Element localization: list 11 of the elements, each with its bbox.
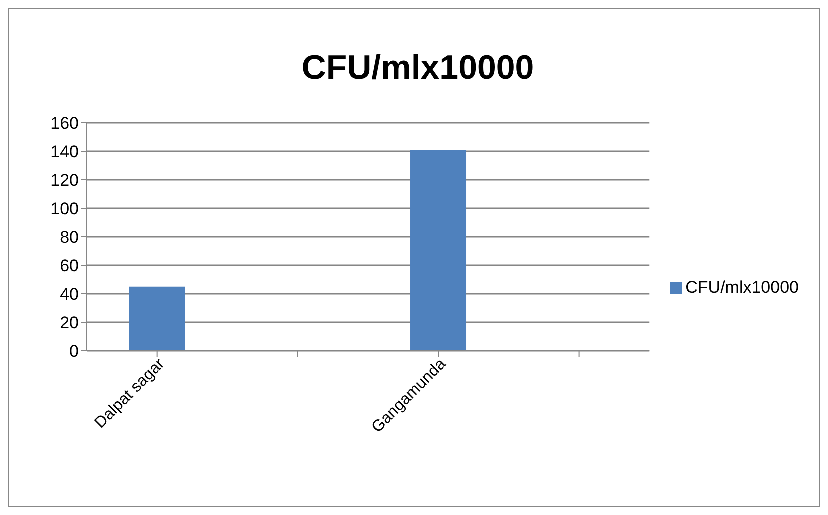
y-tick-label: 40 — [60, 285, 79, 304]
y-tick-label: 20 — [60, 314, 79, 333]
y-tick-label: 160 — [50, 114, 79, 134]
y-tick-label: 60 — [60, 256, 79, 276]
y-tick-label: 120 — [50, 171, 79, 190]
y-tick-label: 0 — [70, 342, 79, 362]
y-tick-label: 80 — [60, 228, 79, 248]
y-tick-label: 100 — [50, 200, 79, 219]
chart-title: CFU/mlx10000 — [300, 49, 536, 88]
legend-label: CFU/mlx10000 — [686, 278, 799, 296]
y-tick-label: 140 — [50, 142, 79, 162]
